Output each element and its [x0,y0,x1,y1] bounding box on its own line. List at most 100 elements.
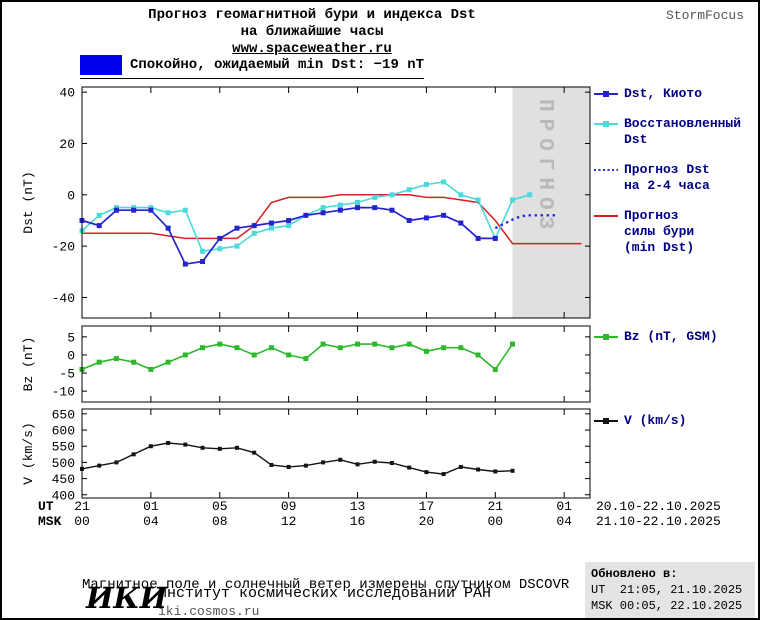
marker-v [372,459,377,464]
marker-restored [286,223,292,229]
marker-v [131,452,136,457]
marker-kyoto [251,223,257,229]
institute-link[interactable]: iki.cosmos.ru [158,604,260,619]
y-tick-label-v: 650 [52,407,75,422]
marker-bz [200,345,206,351]
series-storm [82,194,582,245]
marker-restored [492,235,498,241]
updated-box: Обновлено в: UT 21:05, 21.10.2025 MSK 00… [585,562,755,618]
ut-tick-label: 21 [74,499,90,514]
brand-label: StormFocus [665,8,744,23]
series-kyoto [81,206,496,266]
ut-tick-label: 13 [350,499,366,514]
marker-v [183,442,188,447]
marker-restored [79,228,85,234]
marker-bz [165,359,171,365]
marker-v [148,444,153,449]
marker-restored [96,212,102,218]
marker-kyoto [303,212,309,218]
marker-bz [510,341,516,347]
marker-bz [217,341,223,347]
marker-kyoto [337,207,343,213]
ylabel-v: V (km/s) [21,422,36,484]
data-source-note-line1: Магнитное поле и солнечный ветер измерен… [82,577,570,593]
ut-tick-label: 17 [419,499,435,514]
marker-v [441,472,446,477]
marker-restored [234,243,240,249]
marker-v [80,466,84,471]
marker-restored [406,187,412,193]
marker-bz [268,345,274,351]
marker-bz [182,352,188,358]
marker-kyoto [372,205,378,211]
marker-restored [182,207,188,213]
msk-tick-label: 00 [487,514,503,529]
marker-restored [389,192,395,198]
marker-restored [423,182,429,188]
page-subtitle: на ближайшие часы [240,24,384,40]
legend-swatch-bz [594,332,618,342]
msk-tick-label: 04 [556,514,572,529]
y-tick-label-bz: -10 [52,385,75,400]
legend-item-bz: Bz (nT, GSM) [594,329,718,345]
marker-kyoto [268,220,274,226]
ut-tick-label: 05 [212,499,228,514]
status-text: Спокойно, ожидаемый min Dst: −19 nT [130,57,425,73]
msk-row-label: MSK [38,514,62,529]
ylabel-dst: Dst (nT) [21,171,36,233]
legend-label-restored-1: Восстановленный [624,116,742,131]
legend-swatch-kyoto [594,89,618,99]
marker-restored [217,246,223,252]
y-tick-label-v: 500 [52,456,75,471]
legend-swatch-v [594,416,618,426]
marker-restored [441,179,447,185]
msk-tick-label: 00 [74,514,90,529]
marker-v [269,462,274,467]
msk-tick-label: 12 [281,514,297,529]
marker-kyoto [148,207,154,213]
legend-label-restored-2: Dst [624,132,648,147]
panel-border-bz [81,325,591,403]
msk-tick-label: 20 [419,514,435,529]
ut-tick-label: 09 [281,499,297,514]
iki-logo: ИКИ [86,581,168,615]
marker-kyoto [423,215,429,221]
series-restored [81,181,530,253]
marker-bz [458,345,464,351]
marker-restored [337,202,343,208]
msk-date-range: 21.10-22.10.2025 [596,514,721,529]
marker-restored [200,248,206,254]
y-tick-label-v: 450 [52,472,75,487]
marker-restored [355,200,361,205]
legend-item-restored: Восстановленный Dst [594,116,741,148]
ut-date-range: 20.10-22.10.2025 [596,499,721,514]
y-tick-label-v: 550 [52,440,75,455]
forecast-band-label: ПРОГНОЗ [533,99,556,237]
legend-bz: Bz (nT, GSM) [594,329,718,345]
y-tick-label-dst: 20 [59,137,75,152]
marker-v [338,457,343,462]
marker-bz [303,356,309,362]
msk-tick-label: 08 [212,514,228,529]
legend-label-storm-2: силы бури [624,224,695,239]
marker-bz [355,341,361,347]
legend-label-v: V (km/s) [624,413,687,428]
updated-title: Обновлено в: [591,567,678,581]
legend-label-forecast-dst-2: на 2-4 часа [624,178,710,193]
legend-label-kyoto: Dst, Киото [624,86,703,101]
marker-v [303,463,308,468]
ut-tick-label: 21 [487,499,503,514]
msk-tick-label: 04 [143,514,159,529]
marker-restored [303,212,309,218]
marker-bz [148,366,154,372]
marker-v [424,470,429,475]
spaceweather-link[interactable]: www.spaceweather.ru [232,41,392,57]
marker-restored [268,225,274,231]
marker-restored [510,197,516,203]
marker-restored [113,205,119,211]
legend-swatch-forecast-dst [594,165,618,175]
legend-item-forecast-dst: Прогноз Dst на 2-4 часа [594,162,741,194]
legend-swatch-restored [594,119,618,129]
marker-restored [148,205,154,211]
marker-kyoto [458,220,464,226]
